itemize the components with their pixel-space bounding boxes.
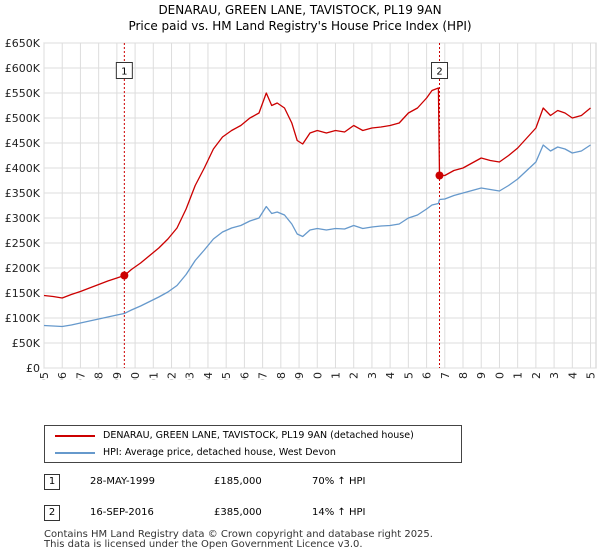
y-tick-label: £50K: [12, 337, 41, 350]
y-tick-label: £400K: [5, 162, 41, 175]
x-tick-label: 2005: [220, 372, 233, 380]
grid: [43, 42, 597, 369]
legend-swatch-hpi: [55, 452, 95, 454]
x-axis-ticks: 1995 1996 1997 1998 1999 2000 2001 2002 2003 2004…: [38, 372, 598, 380]
x-tick-label: 2002: [166, 372, 179, 380]
annotation-row: 1 28-MAY-1999 £185,000 70% ↑ HPI: [44, 474, 584, 492]
x-tick-label: 2023: [548, 372, 561, 380]
sale-point: [435, 171, 444, 180]
chart-title: DENARAU, GREEN LANE, TAVISTOCK, PL19 9AN: [158, 3, 442, 17]
footer: Contains HM Land Registry data © Crown c…: [44, 530, 433, 550]
x-tick-label: 2011: [329, 372, 342, 380]
legend: DENARAU, GREEN LANE, TAVISTOCK, PL19 9AN…: [44, 425, 462, 463]
x-tick-label: 2012: [348, 372, 361, 380]
x-tick-label: 2022: [530, 372, 543, 380]
y-tick-label: £0: [26, 362, 40, 375]
x-tick-label: 2019: [475, 372, 488, 380]
x-tick-label: 2017: [439, 372, 452, 380]
x-tick-label: 2018: [457, 372, 470, 380]
sale-label: 2: [436, 67, 442, 78]
footer-line-2: This data is licensed under the Open Gov…: [44, 539, 363, 550]
x-tick-label: 2024: [566, 372, 579, 380]
x-tick-label: 1997: [74, 372, 87, 380]
sale-point: [120, 271, 129, 280]
y-tick-label: £300K: [5, 212, 41, 225]
legend-label-hpi: HPI: Average price, detached house, West…: [103, 447, 336, 458]
y-tick-label: £600K: [5, 62, 41, 75]
y-tick-label: £650K: [5, 37, 41, 50]
legend-swatch-property: [55, 435, 95, 437]
x-tick-label: 2014: [384, 372, 397, 380]
property-price-line: [43, 87, 591, 299]
x-tick-label: 1995: [38, 372, 51, 380]
x-tick-label: 2000: [129, 372, 142, 380]
x-tick-label: 2013: [366, 372, 379, 380]
y-tick-label: £550K: [5, 87, 41, 100]
annotation-number: 2: [44, 505, 60, 521]
x-tick-label: 1999: [111, 372, 124, 380]
x-tick-label: 2020: [493, 372, 506, 380]
x-tick-label: 2008: [275, 372, 288, 380]
x-tick-label: 2007: [257, 372, 270, 380]
annotation-price: £385,000: [214, 507, 262, 518]
x-tick-label: 1996: [56, 372, 69, 380]
annotation-hpi: 14% ↑ HPI: [312, 507, 366, 518]
annotation-date: 16-SEP-2016: [90, 507, 154, 518]
annotation-date: 28-MAY-1999: [90, 476, 156, 487]
annotation-hpi: 70% ↑ HPI: [312, 476, 366, 487]
x-tick-label: 2003: [184, 372, 197, 380]
x-tick-label: 2009: [293, 372, 306, 380]
x-tick-label: 2001: [147, 372, 160, 380]
y-tick-label: £150K: [5, 287, 41, 300]
hpi-line: [43, 144, 591, 328]
x-tick-label: 2006: [238, 372, 251, 380]
y-tick-label: £450K: [5, 137, 41, 150]
x-tick-label: 2021: [512, 372, 525, 380]
y-tick-label: £200K: [5, 262, 41, 275]
y-tick-label: £500K: [5, 112, 41, 125]
x-tick-label: 2015: [402, 372, 415, 380]
sale-label-box: [115, 62, 133, 79]
x-tick-label: 2010: [311, 372, 324, 380]
x-tick-label: 2025: [585, 372, 598, 380]
y-tick-label: £100K: [5, 312, 41, 325]
sale-label: 1: [121, 67, 127, 78]
x-tick-label: 1998: [93, 372, 106, 380]
y-tick-label: £250K: [5, 237, 41, 250]
y-axis-ticks: £0 £50K £100K £150K £200K £250K £300K £350K £400…: [5, 37, 41, 375]
x-tick-label: 2016: [421, 372, 434, 380]
chart-subtitle: Price paid vs. HM Land Registry's House …: [128, 19, 472, 33]
sale-label-box: [431, 62, 449, 79]
x-tick-label: 2004: [202, 372, 215, 380]
annotation-row: 2 16-SEP-2016 £385,000 14% ↑ HPI: [44, 505, 584, 523]
footer-line-1: Contains HM Land Registry data © Crown c…: [44, 529, 433, 540]
y-tick-label: £350K: [5, 187, 41, 200]
plot-area: [43, 42, 597, 369]
annotation-number: 1: [44, 474, 60, 490]
annotation-price: £185,000: [214, 476, 262, 487]
legend-label-property: DENARAU, GREEN LANE, TAVISTOCK, PL19 9AN…: [103, 430, 414, 441]
series-lines: [43, 87, 591, 328]
